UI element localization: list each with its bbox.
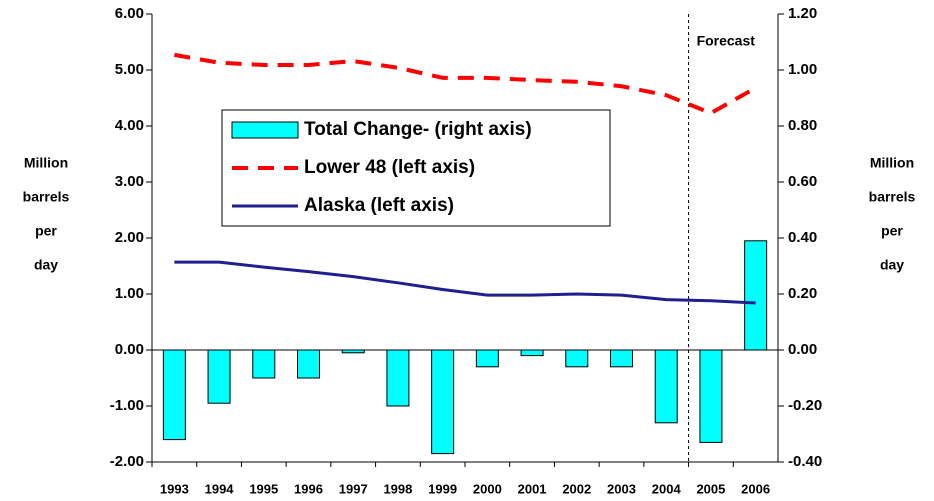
legend-swatch bbox=[231, 121, 299, 139]
bar bbox=[431, 349, 455, 455]
y-axis-label: per bbox=[35, 223, 57, 239]
x-tick-label: 2002 bbox=[562, 481, 591, 496]
bar bbox=[520, 349, 544, 357]
x-tick-label: 1994 bbox=[205, 481, 235, 496]
line bbox=[174, 52, 757, 116]
y-tick-label: 5.00 bbox=[115, 61, 144, 78]
y2-axis-label: day bbox=[880, 257, 904, 273]
bar bbox=[162, 349, 186, 441]
x-tick-label: 2005 bbox=[696, 481, 725, 496]
bar bbox=[744, 240, 768, 351]
x-tick-label: 1993 bbox=[160, 481, 189, 496]
x-tick-label: 1996 bbox=[294, 481, 323, 496]
x-tick-label: 2000 bbox=[473, 481, 502, 496]
y2-axis-label: Million bbox=[870, 155, 914, 171]
bar bbox=[475, 349, 499, 368]
y-axis-label: day bbox=[34, 257, 58, 273]
y2-tick-label: 0.20 bbox=[788, 285, 817, 302]
bar bbox=[699, 349, 723, 443]
bar bbox=[565, 349, 589, 368]
y2-tick-label: 1.00 bbox=[788, 61, 817, 78]
bar bbox=[654, 349, 678, 424]
legend-label: Lower 48 (left axis) bbox=[304, 157, 475, 178]
x-tick-label: 2003 bbox=[607, 481, 636, 496]
y-tick-label: -1.00 bbox=[110, 397, 144, 414]
y-tick-label: 1.00 bbox=[115, 285, 144, 302]
bar bbox=[252, 349, 276, 379]
y-tick-label: 3.00 bbox=[115, 173, 144, 190]
x-tick-label: 1998 bbox=[383, 481, 412, 496]
y-tick-label: 2.00 bbox=[115, 229, 144, 246]
bar bbox=[610, 349, 633, 368]
y2-axis-label: barrels bbox=[869, 189, 916, 205]
bar bbox=[207, 349, 231, 404]
bar bbox=[297, 349, 320, 379]
y-tick-label: 0.00 bbox=[115, 341, 144, 358]
y2-tick-label: -0.20 bbox=[788, 397, 822, 414]
y2-tick-label: -0.40 bbox=[788, 453, 822, 470]
annotation: Forecast bbox=[697, 33, 756, 49]
y2-tick-label: 0.40 bbox=[788, 229, 817, 246]
y2-tick-label: 0.00 bbox=[788, 341, 817, 358]
y-axis-label: Million bbox=[24, 155, 68, 171]
x-tick-label: 2001 bbox=[518, 481, 547, 496]
y2-tick-label: 1.20 bbox=[788, 5, 817, 22]
x-tick-label: 1999 bbox=[428, 481, 457, 496]
line bbox=[174, 260, 756, 305]
y-axis-label: barrels bbox=[23, 189, 70, 205]
bar bbox=[386, 349, 410, 407]
y2-tick-label: 0.60 bbox=[788, 173, 817, 190]
x-tick-label: 2004 bbox=[652, 481, 682, 496]
legend-label: Total Change- (right axis) bbox=[304, 119, 532, 140]
y-tick-label: 6.00 bbox=[115, 5, 144, 22]
y-tick-label: -2.00 bbox=[110, 453, 144, 470]
legend-label: Alaska (left axis) bbox=[304, 195, 454, 216]
y2-axis-label: per bbox=[881, 223, 903, 239]
x-tick-label: 2006 bbox=[741, 481, 770, 496]
y-tick-label: 4.00 bbox=[115, 117, 144, 134]
x-tick-label: 1997 bbox=[339, 481, 368, 496]
x-tick-label: 1995 bbox=[249, 481, 278, 496]
y2-tick-label: 0.80 bbox=[788, 117, 817, 134]
